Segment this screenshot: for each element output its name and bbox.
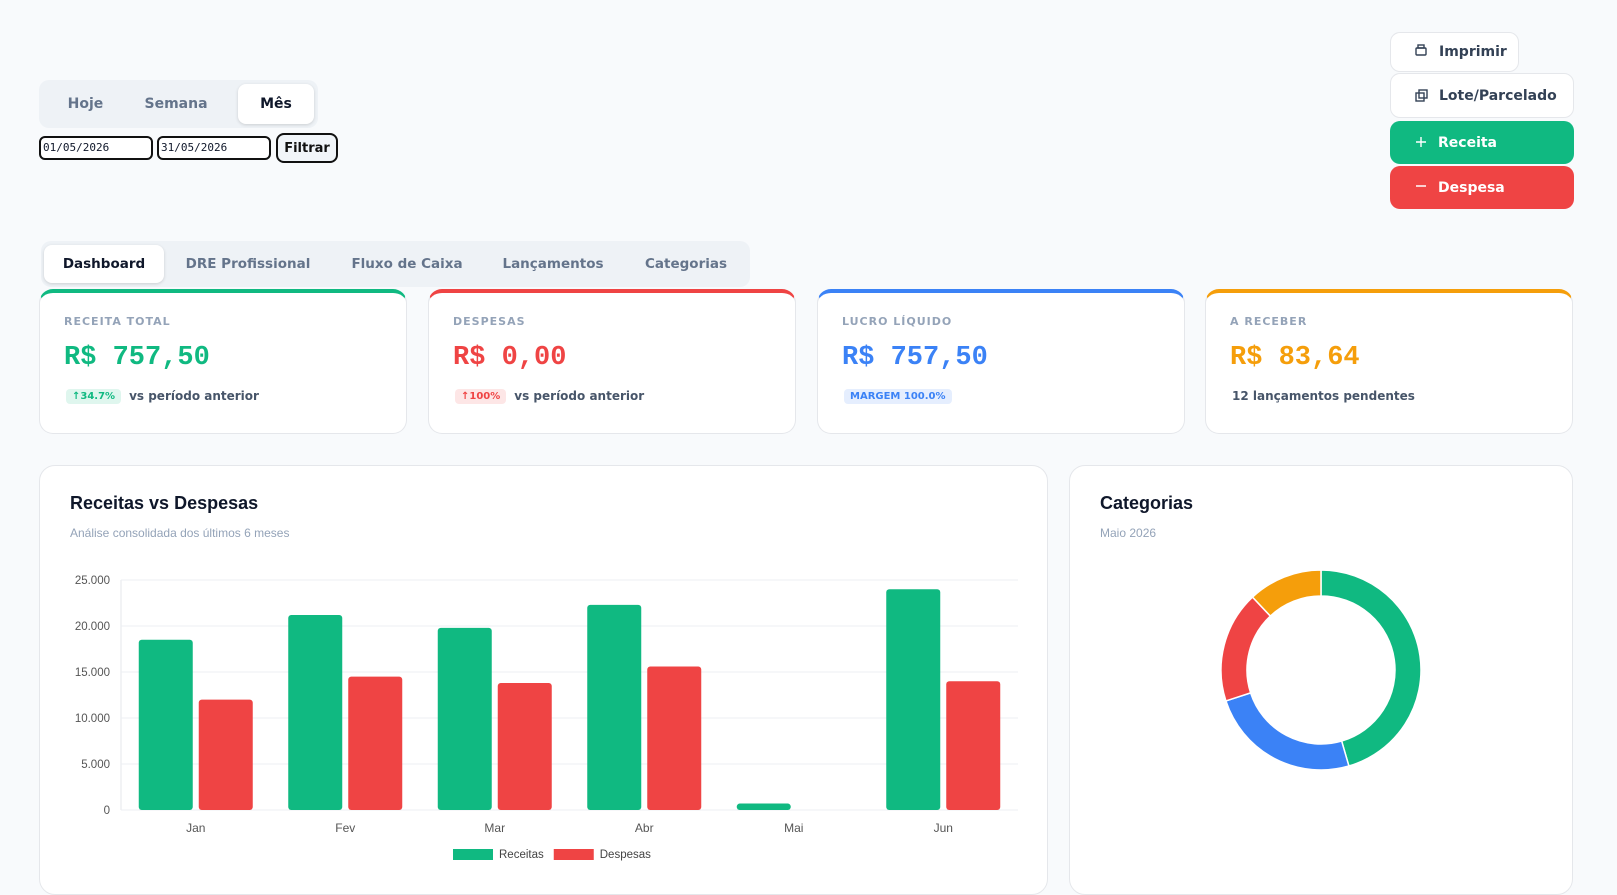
kpi-note: vs período anterior [514, 389, 645, 403]
period-option[interactable]: Mês [238, 84, 314, 124]
tab[interactable]: DRE Profissional [185, 256, 311, 272]
bar [348, 676, 403, 810]
legend-swatch [453, 849, 493, 860]
kpi-badge: MARGEM 100.0% [844, 389, 952, 404]
kpi-value: R$ 83,64 [1230, 343, 1360, 373]
kpi-label: RECEITA TOTAL [64, 315, 171, 328]
kpi-note: 12 lançamentos pendentes [1232, 389, 1415, 403]
y-tick-label: 15.000 [75, 667, 110, 679]
kpi-value: R$ 757,50 [842, 343, 988, 373]
batch-button[interactable]: Lote/Parcelado [1390, 73, 1574, 118]
bar [946, 681, 1001, 810]
kpi-label: LUCRO LÍQUIDO [842, 315, 953, 328]
kpi-value: R$ 757,50 [64, 343, 210, 373]
print-button[interactable]: Imprimir [1390, 32, 1519, 72]
filter-button[interactable]: Filtrar [276, 133, 338, 163]
income-button[interactable]: Receita [1390, 121, 1574, 164]
tab[interactable]: Lançamentos [502, 256, 604, 272]
date-to[interactable]: 31/05/2026 [157, 136, 271, 160]
pie-slice [1320, 569, 1422, 767]
kpi-card: A RECEBER R$ 83,64 12 lançamentos pendente… [1205, 289, 1573, 434]
bar-panel [39, 465, 1048, 895]
kpi-badge: ↑100% [455, 389, 507, 404]
period-option[interactable]: Semana [144, 96, 208, 112]
tab[interactable]: Fluxo de Caixa [351, 256, 463, 272]
chart-title: Categorias [1100, 493, 1193, 513]
pie-panel [1069, 465, 1573, 895]
page: Hoje Semana Mês 01/05/2026 31/05/2026 Filt… [39, 32, 1574, 895]
kpi-badge: ↑34.7% [66, 389, 122, 404]
kpi-note: vs período anterior [129, 389, 259, 403]
charts: Receitas vs Despesas Análise consolidada… [70, 493, 1422, 861]
chart-title: Receitas vs Despesas [70, 493, 258, 513]
bar [647, 666, 702, 810]
tab[interactable]: Categorias [645, 256, 727, 272]
bar [138, 639, 193, 810]
pie-slice [1251, 569, 1322, 618]
kpi-card: RECEITA TOTAL R$ 757,50 ↑34.7% vs período a… [39, 289, 407, 434]
bar [886, 589, 941, 810]
legend-swatch [553, 849, 594, 860]
y-tick-label: 10.000 [75, 713, 110, 725]
bar [437, 627, 492, 810]
kpi-label: DESPESAS [453, 315, 526, 328]
x-tick-label: Jun [934, 821, 953, 835]
date-from[interactable]: 01/05/2026 [39, 136, 153, 160]
bar [587, 604, 642, 810]
bar [736, 803, 791, 810]
expense-button[interactable]: Despesa [1390, 166, 1574, 209]
bar [288, 614, 343, 810]
y-tick-label: 0 [104, 805, 110, 817]
y-tick-label: 25.000 [75, 575, 110, 587]
pie-slice [1224, 691, 1350, 771]
x-tick-label: Fev [335, 821, 355, 835]
tab[interactable]: Dashboard [44, 245, 164, 283]
bar [198, 699, 253, 810]
legend-label: Receitas [499, 849, 544, 861]
pie-slice [1220, 596, 1272, 702]
kpi-value: R$ 0,00 [453, 343, 567, 373]
bar [497, 683, 552, 810]
chart-subtitle: Análise consolidada dos últimos 6 meses [70, 526, 289, 540]
x-tick-label: Abr [635, 821, 654, 835]
kpi-label: A RECEBER [1230, 315, 1308, 328]
legend-label: Despesas [600, 849, 651, 861]
chart-subtitle: Maio 2026 [1100, 526, 1156, 540]
y-tick-label: 20.000 [75, 621, 110, 633]
x-tick-label: Jan [186, 821, 205, 835]
x-tick-label: Mai [784, 821, 803, 835]
y-tick-label: 5.000 [81, 759, 110, 771]
button-icons [1415, 44, 1428, 187]
x-tick-label: Mar [484, 821, 505, 835]
kpi-card: LUCRO LÍQUIDO R$ 757,50 MARGEM 100.0% [817, 289, 1185, 434]
kpi-card: DESPESAS R$ 0,00 ↑100% vs período anterior [428, 289, 796, 434]
period-option[interactable]: Hoje [67, 96, 104, 112]
